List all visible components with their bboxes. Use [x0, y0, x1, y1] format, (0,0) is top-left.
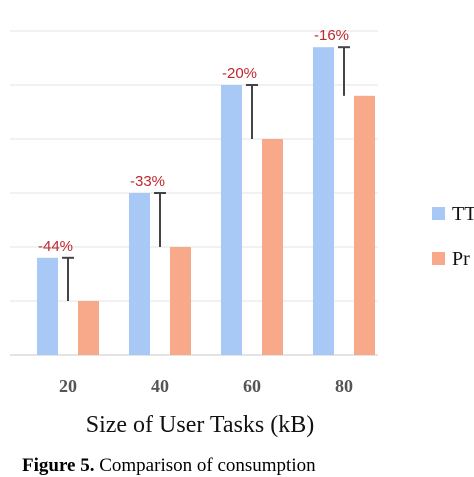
gridlines — [10, 30, 378, 356]
bar-series-1 — [129, 193, 150, 355]
bar-series-1 — [313, 47, 334, 355]
bar-series-1 — [221, 85, 242, 355]
caption-text: Comparison of consumption — [94, 455, 316, 476]
bars — [37, 47, 375, 356]
legend-label: TT — [452, 203, 474, 225]
bar-series-2 — [78, 301, 99, 355]
bar-series-1 — [37, 257, 58, 355]
x-tick-labels: 20 40 60 80 — [59, 376, 353, 396]
reduction-markers — [62, 46, 350, 301]
reduction-label: -20% — [222, 65, 257, 82]
reduction-label: -44% — [38, 238, 73, 255]
reduction-label: -16% — [314, 27, 349, 44]
legend: TT Pr — [432, 203, 474, 270]
x-tick-label: 20 — [59, 376, 77, 396]
legend-swatch — [432, 207, 445, 220]
bar-series-2 — [170, 247, 191, 355]
reduction-label: -33% — [130, 173, 165, 190]
x-tick-label: 80 — [335, 376, 353, 396]
caption-prefix: Figure 5. — [22, 455, 95, 476]
reduction-labels: -44% -33% -20% -16% — [38, 27, 349, 255]
figure-caption: Figure 5. Comparison of consumption — [22, 455, 316, 477]
bar-series-2 — [354, 95, 375, 356]
x-tick-label: 40 — [151, 376, 169, 396]
legend-swatch — [432, 252, 445, 265]
x-axis-label: Size of User Tasks (kB) — [86, 412, 315, 438]
x-tick-label: 60 — [243, 376, 261, 396]
bar-series-2 — [262, 139, 283, 355]
legend-label: Pr — [452, 248, 470, 270]
